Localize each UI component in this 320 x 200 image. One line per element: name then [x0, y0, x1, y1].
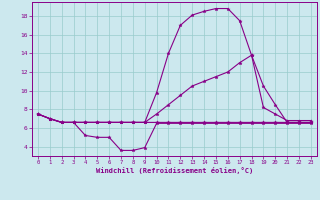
X-axis label: Windchill (Refroidissement éolien,°C): Windchill (Refroidissement éolien,°C) [96, 167, 253, 174]
